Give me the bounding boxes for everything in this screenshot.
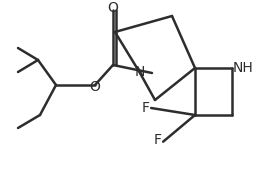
Text: O: O — [108, 1, 118, 15]
Text: O: O — [90, 80, 100, 94]
Text: F: F — [142, 101, 150, 115]
Text: NH: NH — [233, 61, 253, 75]
Text: F: F — [154, 133, 162, 147]
Text: N: N — [135, 65, 145, 79]
